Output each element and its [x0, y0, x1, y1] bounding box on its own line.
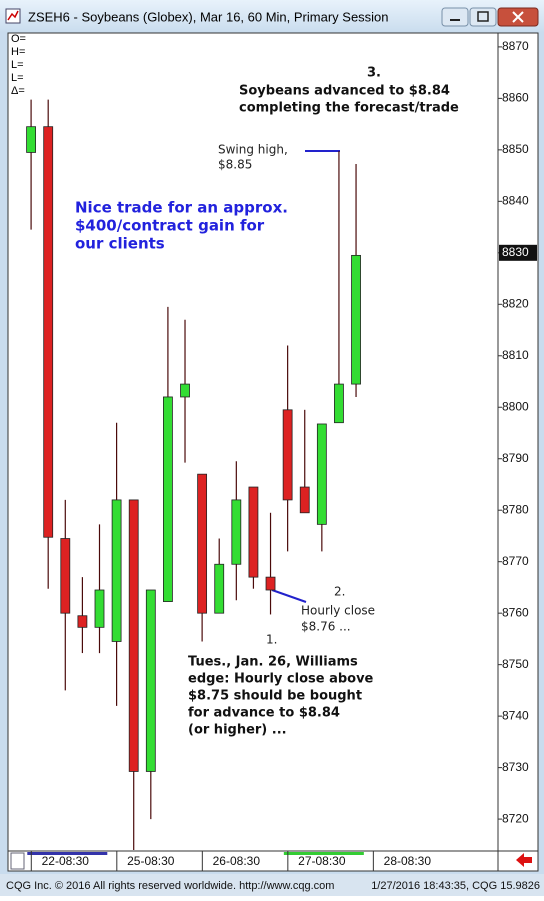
y-tick-label: 8810 — [502, 348, 529, 362]
x-tick-label: 22-08:30 — [42, 854, 90, 868]
x-axis-segment — [198, 852, 279, 855]
candle-body — [248, 486, 259, 578]
y-tick-label: 8800 — [502, 399, 529, 413]
candle-body — [282, 409, 293, 501]
ohlc-label: Δ= — [11, 85, 25, 97]
x-tick-label: 25-08:30 — [127, 854, 175, 868]
candle-body — [145, 589, 156, 772]
annotation: Swing high, — [218, 143, 288, 157]
candle-body — [231, 499, 242, 565]
annotation: (or higher) ... — [188, 723, 287, 738]
annotation: Soybeans advanced to $8.84 — [239, 84, 450, 99]
annotation: 3. — [367, 66, 381, 81]
y-tick-label: 8770 — [502, 554, 529, 568]
annotation: Nice trade for an approx. — [75, 199, 288, 217]
candle-body — [60, 538, 71, 614]
x-axis-segment — [369, 852, 450, 855]
y-tick-label: 8760 — [502, 605, 529, 619]
annotation: for advance to $8.84 — [188, 706, 340, 721]
annotation: $8.85 — [218, 158, 252, 172]
y-tick-label: 8840 — [502, 194, 529, 208]
scroll-arrow[interactable] — [516, 853, 532, 867]
y-tick-label: 8870 — [502, 39, 529, 53]
candle-body — [316, 423, 327, 525]
footer-right: 1/27/2016 18:43:35, CQG 15.9826 — [371, 880, 540, 892]
candle-body — [299, 486, 310, 514]
plot-area — [7, 32, 499, 852]
last-price-box — [499, 244, 537, 261]
annotation: Tues., Jan. 26, Williams — [188, 655, 358, 670]
ohlc-label: L= — [11, 72, 24, 84]
candle-body — [214, 563, 225, 614]
maximize-button[interactable] — [469, 7, 497, 27]
scroll-left[interactable] — [10, 852, 25, 870]
y-tick-label: 8720 — [502, 811, 529, 825]
y-tick-label: 8860 — [502, 91, 529, 105]
candle-body — [128, 499, 139, 772]
annotation: our clients — [75, 235, 165, 253]
x-tick-label: 28-08:30 — [384, 854, 432, 868]
candle-body — [265, 576, 276, 591]
x-tick-label: 27-08:30 — [298, 854, 346, 868]
candle-body — [111, 499, 122, 642]
y-tick-label: 8750 — [502, 657, 529, 671]
ohlc-label: L= — [11, 59, 24, 71]
annotation: $8.75 should be bought — [188, 689, 362, 704]
ohlc-label: O= — [11, 33, 26, 45]
candle-body — [26, 126, 36, 153]
y-tick-label: 8780 — [502, 502, 529, 516]
annotation: completing the forecast/trade — [239, 101, 459, 116]
x-axis-segment — [112, 852, 193, 855]
maximize-glyph — [477, 11, 489, 22]
candle-body — [351, 254, 361, 385]
candle-body — [94, 589, 105, 628]
x-axis-segment — [283, 852, 364, 855]
annotation: edge: Hourly close above — [188, 672, 374, 687]
y-tick-label: 8740 — [502, 708, 529, 722]
ohlc-label: H= — [11, 46, 25, 58]
x-tick-label: 26-08:30 — [213, 854, 261, 868]
annotation: 2. — [334, 585, 345, 599]
ohlc-readout: O=H=L=L=Δ= — [11, 33, 26, 97]
minimize-button[interactable] — [441, 7, 469, 27]
y-tick-label: 8730 — [502, 760, 529, 774]
app-icon-glyph — [7, 10, 19, 21]
annotation: 1. — [266, 633, 277, 647]
footer-bar — [0, 874, 544, 896]
annotation: $8.76 ... — [301, 620, 351, 634]
y-tick-label: 8790 — [502, 451, 529, 465]
candle-body — [197, 473, 208, 614]
candle-body — [180, 383, 190, 398]
close-glyph — [512, 11, 524, 23]
footer-left: CQG Inc. © 2016 All rights reserved worl… — [6, 880, 334, 892]
y-tick-label: 8850 — [502, 142, 529, 156]
candle-body — [334, 383, 344, 424]
annotation: Hourly close — [301, 604, 375, 618]
y-tick-label: 8820 — [502, 296, 529, 310]
candle-body — [163, 396, 173, 602]
x-axis-segment — [27, 852, 108, 855]
candle-body — [77, 615, 88, 628]
candle-body — [43, 126, 54, 538]
close-line — [271, 589, 307, 603]
annotation: $400/contract gain for — [75, 217, 265, 235]
last-price-label: 8830 — [502, 245, 529, 259]
y-axis-panel — [497, 32, 539, 852]
window-title: ZSEH6 - Soybeans (Globex), Mar 16, 60 Mi… — [28, 9, 389, 24]
